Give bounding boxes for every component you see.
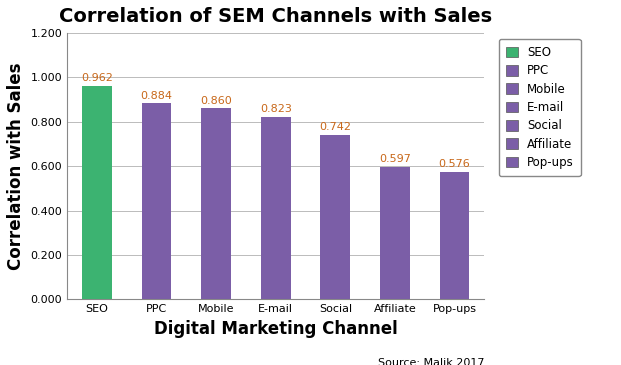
Bar	[261, 117, 291, 299]
Y-axis label: Correlation with Sales: Correlation with Sales	[7, 62, 25, 270]
Bar	[380, 167, 410, 299]
Bar	[142, 103, 171, 299]
Legend: SEO, PPC, Mobile, E-mail, Social, Affiliate, Pop-ups: SEO, PPC, Mobile, E-mail, Social, Affili…	[499, 39, 581, 176]
Text: 0.823: 0.823	[260, 104, 292, 114]
Bar	[201, 108, 231, 299]
Text: 0.742: 0.742	[319, 122, 351, 132]
Bar	[320, 135, 350, 299]
Text: 0.962: 0.962	[81, 73, 113, 83]
X-axis label: Digital Marketing Channel: Digital Marketing Channel	[154, 320, 397, 338]
Text: 0.884: 0.884	[140, 91, 173, 100]
Bar	[440, 172, 469, 299]
Bar	[82, 86, 112, 299]
Title: Correlation of SEM Channels with Sales: Correlation of SEM Channels with Sales	[59, 7, 492, 26]
Text: 0.860: 0.860	[200, 96, 232, 106]
Text: 0.576: 0.576	[438, 159, 471, 169]
Text: Source: Malik 2017: Source: Malik 2017	[378, 358, 484, 365]
Text: 0.597: 0.597	[379, 154, 411, 164]
